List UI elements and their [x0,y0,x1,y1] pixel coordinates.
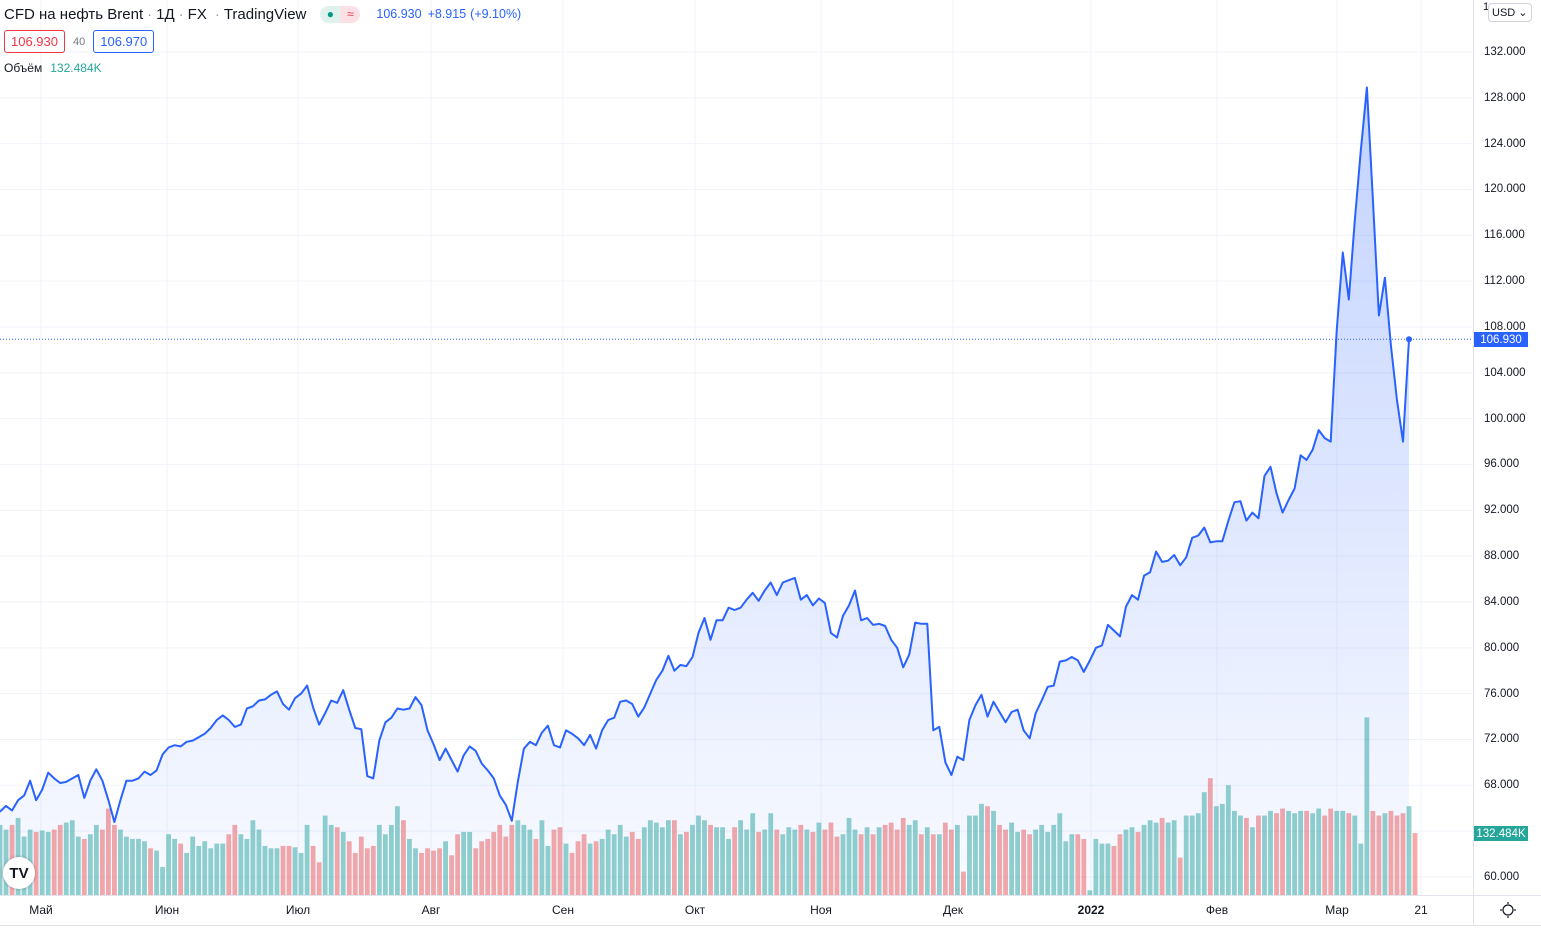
price-tick-label: 88.000 [1484,550,1520,563]
price-tick-label: 68.000 [1484,779,1520,792]
price-axis[interactable]: 132.000 128.000 124.000 120.000 116.000 112.0… [1473,0,1541,895]
time-label: Июл [285,903,311,917]
tradingview-logo[interactable]: TV [3,857,35,889]
price-tick-label: 112.000 [1484,275,1525,288]
time-label: Сен [552,903,574,917]
time-label: Май [29,903,53,917]
price-tick-label: 100.000 [1484,412,1526,425]
price-change-pct: (+9.10%) [470,7,522,21]
price-tick-label: 128.000 [1484,91,1526,104]
chart-settings-button[interactable] [1473,895,1541,926]
volume-bar [1412,833,1418,895]
time-axis[interactable]: Май Июн Июл Авг Сен Окт Ноя Дек 2022 Фев… [0,895,1473,926]
time-label: Мар [1325,903,1349,917]
price-tick-label: 120.000 [1484,183,1526,196]
time-label: Авг [421,903,441,917]
data-source: TradingView [223,5,307,23]
symbol-name[interactable]: CFD на нефть Brent [4,5,144,23]
price-tick-label: 104.000 [1484,366,1526,379]
price-chart[interactable] [0,0,1473,895]
time-label: Фев [1205,903,1229,917]
volume-label: Объём [4,61,43,75]
currency-value: USD [1492,7,1516,19]
price-axis-top-digit: 1 [1483,1,1490,13]
current-price-label: 106.930 [1474,332,1528,348]
chevron-down-icon: ⌄ [1518,7,1528,19]
price-tick-label: 80.000 [1484,641,1520,654]
time-label: Июн [154,903,180,917]
price-tick-label: 60.000 [1484,870,1520,883]
price-tick-label: 116.000 [1484,229,1525,242]
market-status[interactable]: ● ≈ [320,5,361,23]
settings-gear-icon [1500,902,1516,918]
last-price: 106.930 [376,7,422,21]
time-label: Окт [684,903,706,917]
exchange: FX [187,5,207,23]
last-price-dot [1406,336,1412,343]
price-tick-label: 92.000 [1484,504,1520,517]
interval[interactable]: 1Д [156,5,175,23]
spread: 40 [73,35,86,48]
time-label: Дек [942,903,964,917]
price-line [0,86,1410,823]
price-change: +8.915 [427,7,467,21]
chart-legend: CFD на нефть Brent · 1Д · FX · TradingVi… [4,5,522,75]
price-tick-label: 96.000 [1484,458,1520,471]
price-tick-label: 84.000 [1484,595,1520,608]
price-tick-label: 76.000 [1484,687,1520,700]
time-label: 2022 [1077,903,1105,917]
volume-axis-label: 132.484K [1474,826,1528,841]
currency-select[interactable]: USD ⌄ [1488,3,1532,22]
market-open-dot-icon: ● [320,5,341,23]
price-area-fill [0,87,1409,895]
time-label: Ноя [810,903,832,917]
volume-value: 132.484K [50,61,102,75]
price-tick-label: 132.000 [1484,46,1526,58]
delayed-data-icon: ≈ [340,5,361,23]
sell-button[interactable]: 106.930 [4,30,65,53]
price-tick-label: 124.000 [1484,137,1526,150]
price-tick-label: 72.000 [1484,733,1520,746]
price-tick-label: 108.000 [1484,320,1526,333]
time-label: 21 [1414,903,1428,917]
buy-button[interactable]: 106.970 [93,30,155,53]
